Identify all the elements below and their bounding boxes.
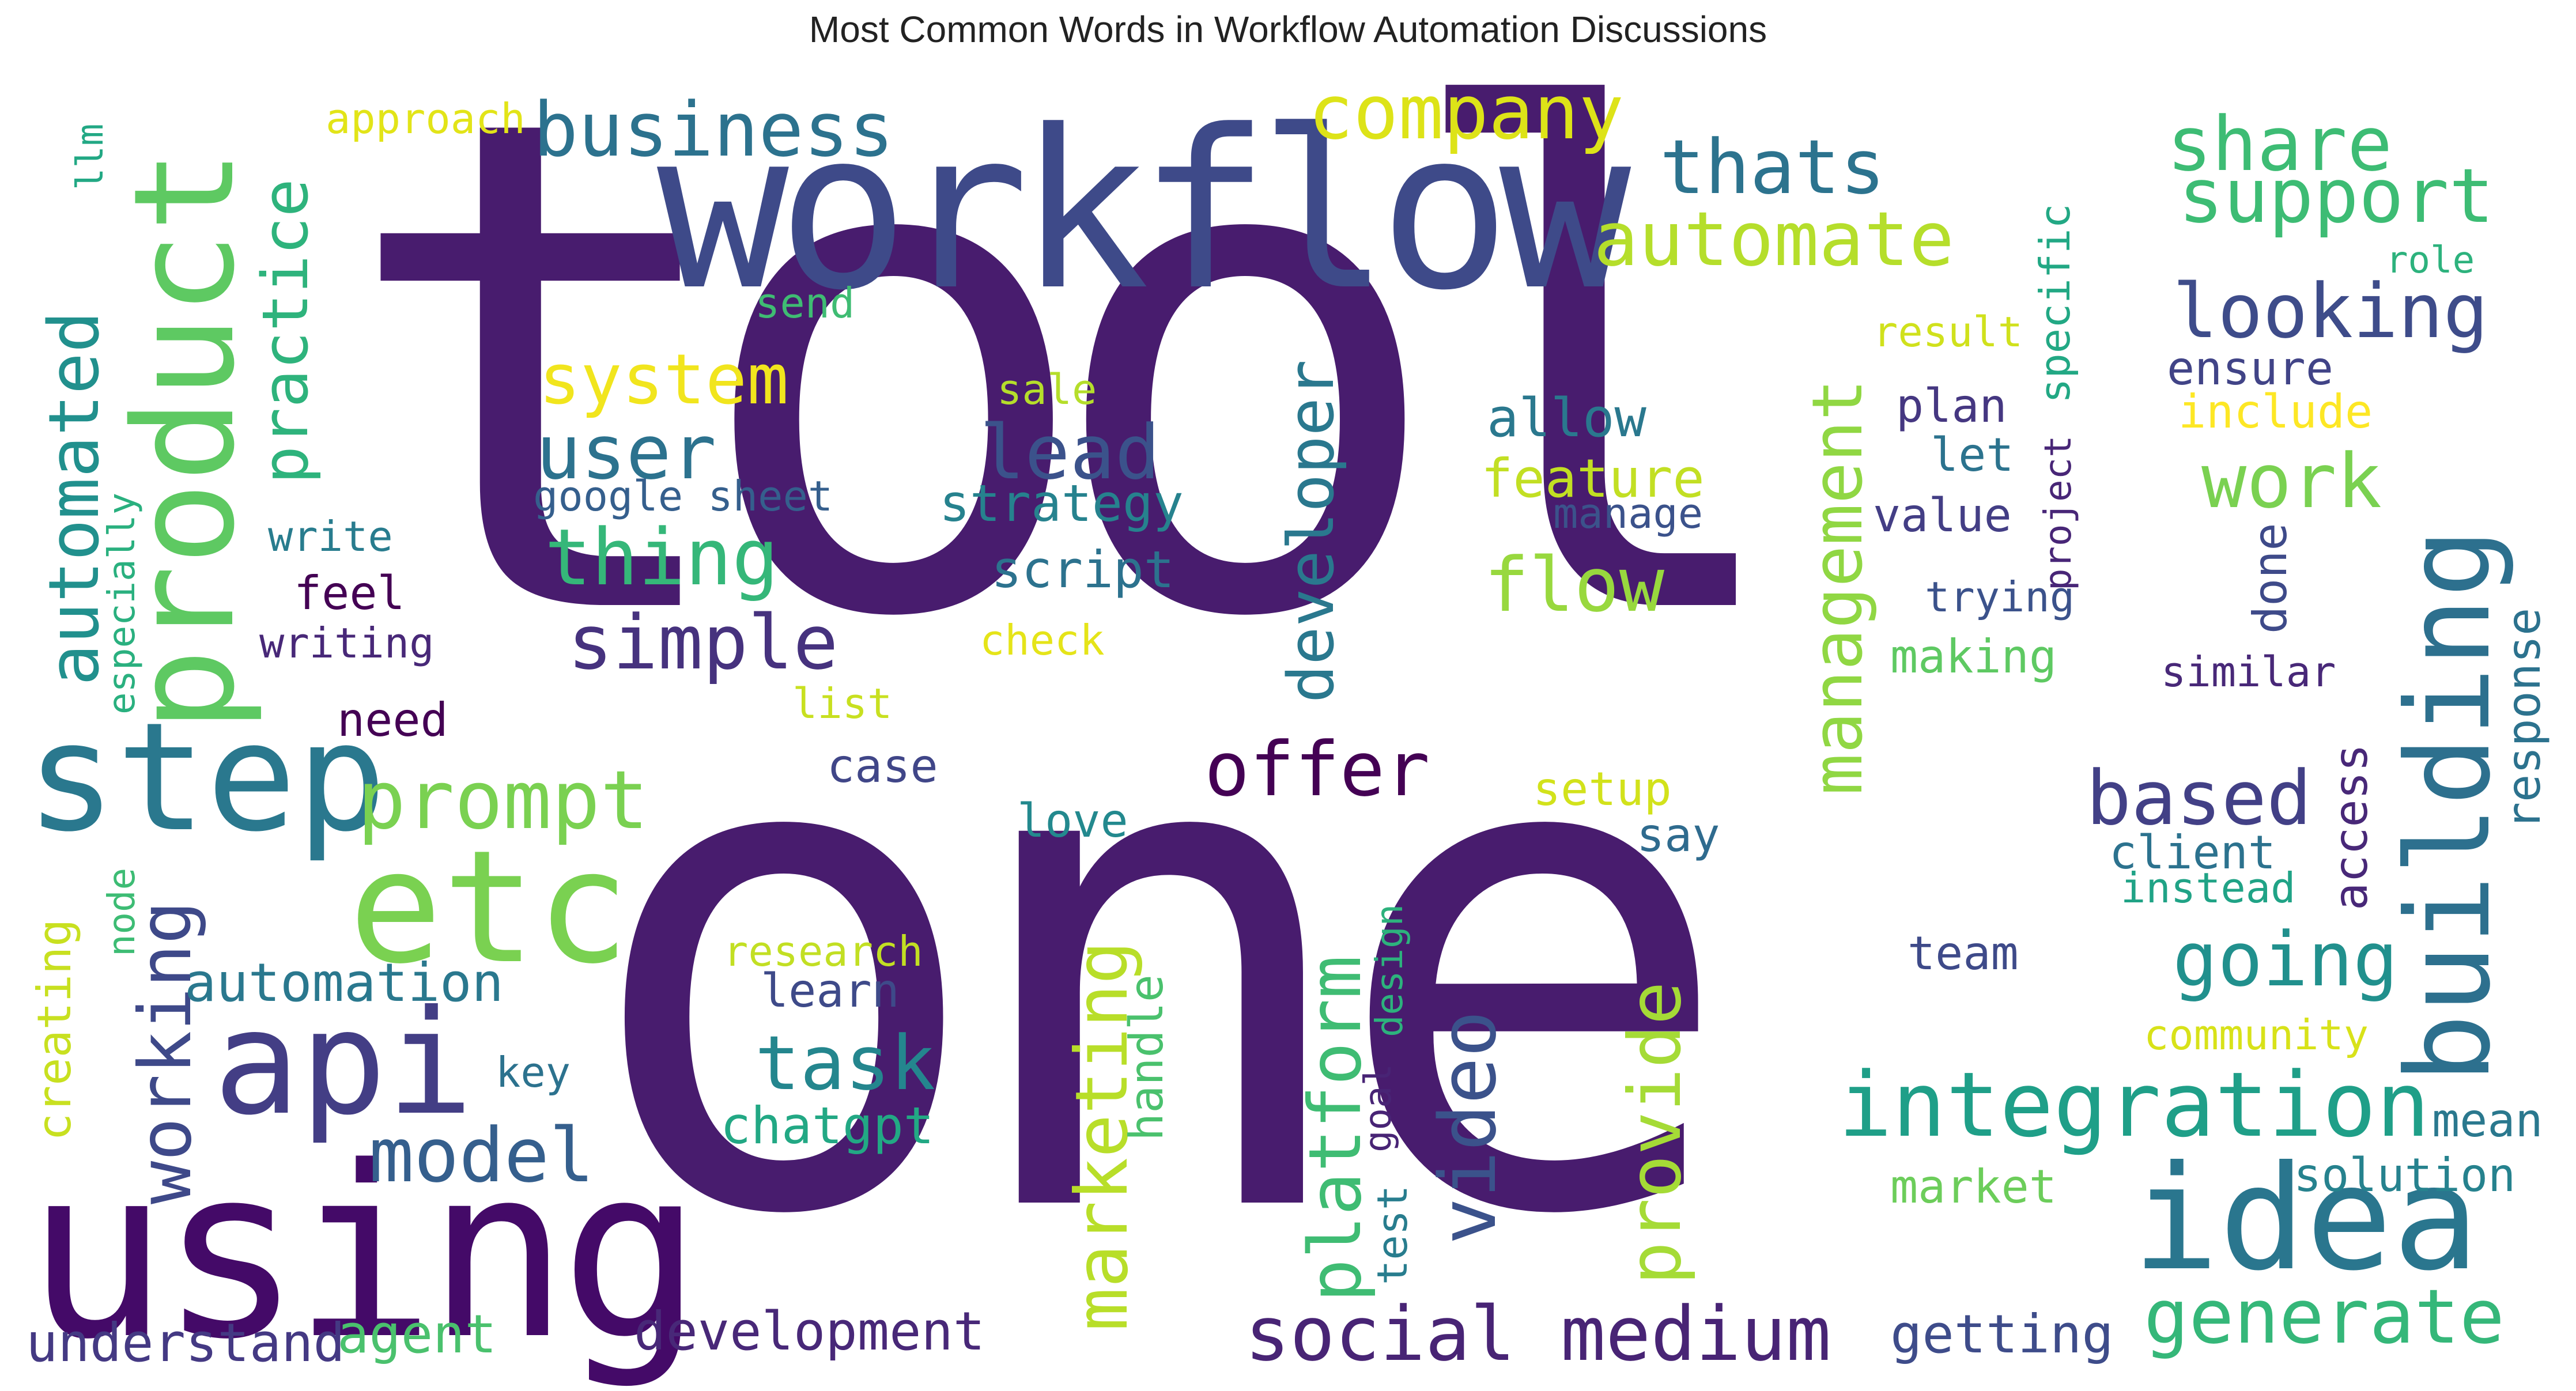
word-result: result xyxy=(1873,308,2023,356)
word-automate: automate xyxy=(1593,195,1955,283)
word-provide: provide xyxy=(1614,981,1697,1285)
word-include: include xyxy=(2178,385,2373,439)
word-trying: trying xyxy=(1925,573,2075,621)
word-prompt: prompt xyxy=(357,754,649,848)
word-idea: idea xyxy=(2132,1135,2480,1302)
word-using: using xyxy=(26,1116,702,1391)
word-simple: simple xyxy=(568,599,838,686)
word-thats: thats xyxy=(1660,123,1886,211)
word-market: market xyxy=(1890,1160,2057,1214)
word-send: send xyxy=(755,279,855,327)
word-agent: agent xyxy=(337,1303,497,1365)
word-integration: integration xyxy=(1838,1053,2430,1157)
word-building: building xyxy=(2382,528,2516,1083)
word-role: role xyxy=(2386,239,2475,282)
word-one: one xyxy=(579,572,1738,1363)
word-going: going xyxy=(2173,916,2399,1003)
word-management: management xyxy=(1798,379,1878,795)
word-goal: goal xyxy=(1357,1063,1400,1152)
word-strategy: strategy xyxy=(939,474,1184,533)
word-especially: especially xyxy=(101,492,143,715)
word-response: response xyxy=(2497,607,2551,830)
word-offer: offer xyxy=(1204,725,1430,813)
word-design: design xyxy=(1369,904,1411,1037)
word-team: team xyxy=(1908,927,2019,980)
word-case: case xyxy=(827,739,938,793)
word-api: api xyxy=(213,979,474,1147)
word-similar: similar xyxy=(2161,648,2336,696)
word-writing: writing xyxy=(259,619,435,667)
word-write: write xyxy=(268,512,393,561)
word-script: script xyxy=(991,540,1174,599)
word-practice: practice xyxy=(248,179,322,484)
word-generate: generate xyxy=(2144,1273,2505,1360)
word-community: community xyxy=(2144,1011,2369,1059)
word-instead: instead xyxy=(2121,864,2296,912)
word-tool: tool xyxy=(337,0,1802,766)
word-handle: handle xyxy=(1120,974,1173,1141)
word-workflow: workflow xyxy=(657,83,1631,338)
word-manage: manage xyxy=(1553,489,1704,538)
word-share: share xyxy=(2167,100,2393,188)
word-research: research xyxy=(723,927,923,976)
word-key: key xyxy=(496,1048,571,1097)
word-creating: creating xyxy=(28,918,81,1141)
word-step: step xyxy=(26,691,387,865)
word-list: list xyxy=(792,679,893,728)
word-task: task xyxy=(755,1019,936,1107)
word-let: let xyxy=(1931,428,2014,482)
word-looking: looking xyxy=(2173,267,2488,355)
word-setup: setup xyxy=(1533,762,1672,816)
word-feel: feel xyxy=(294,566,405,620)
word-video: video xyxy=(1423,1010,1513,1245)
word-need: need xyxy=(337,693,448,747)
word-client: client xyxy=(2109,826,2276,879)
word-automated: automated xyxy=(35,311,115,686)
word-solution: solution xyxy=(2294,1148,2516,1202)
word-flow: flow xyxy=(1484,541,1665,629)
word-google-sheet: google sheet xyxy=(533,472,833,520)
word-love: love xyxy=(1017,794,1128,848)
word-thing: thing xyxy=(545,512,779,603)
word-specific: specific xyxy=(2031,203,2079,403)
word-work: work xyxy=(2201,437,2382,525)
word-access: access xyxy=(2324,744,2378,910)
chart-title: Most Common Words in Workflow Automation… xyxy=(809,9,1767,50)
word-social-medium: social medium xyxy=(1245,1290,1831,1378)
word-plan: plan xyxy=(1896,379,2007,433)
word-user: user xyxy=(536,409,717,496)
word-lead: lead xyxy=(980,409,1161,496)
word-done: done xyxy=(2243,523,2297,634)
word-chatgpt: chatgpt xyxy=(720,1096,934,1155)
word-approach: approach xyxy=(326,95,526,143)
word-support: support xyxy=(2178,152,2494,240)
word-sale: sale xyxy=(997,365,1097,414)
word-value: value xyxy=(1873,489,2012,542)
word-check: check xyxy=(980,616,1105,664)
word-ensure: ensure xyxy=(2167,342,2333,395)
word-development: development xyxy=(634,1301,985,1362)
word-llm: llm xyxy=(69,123,112,190)
word-making: making xyxy=(1890,630,2057,683)
word-company: company xyxy=(1308,69,1624,156)
word-node: node xyxy=(101,867,143,957)
word-model: model xyxy=(369,1112,595,1199)
word-developer: developer xyxy=(1274,359,1348,703)
word-business: business xyxy=(533,86,894,173)
word-etc: etc xyxy=(349,817,630,998)
word-based: based xyxy=(2086,754,2312,842)
word-allow: allow xyxy=(1487,387,1646,449)
word-feature: feature xyxy=(1481,448,1705,509)
word-understand: understand xyxy=(26,1312,345,1374)
word-automation: automation xyxy=(184,952,504,1014)
word-learn: learn xyxy=(761,964,900,1018)
word-mean: mean xyxy=(2432,1094,2543,1147)
word-project: project xyxy=(2037,435,2080,591)
word-say: say xyxy=(1637,808,1720,862)
word-system: system xyxy=(539,340,789,420)
word-getting: getting xyxy=(1890,1303,2114,1365)
word-test: test xyxy=(1368,1185,1417,1285)
